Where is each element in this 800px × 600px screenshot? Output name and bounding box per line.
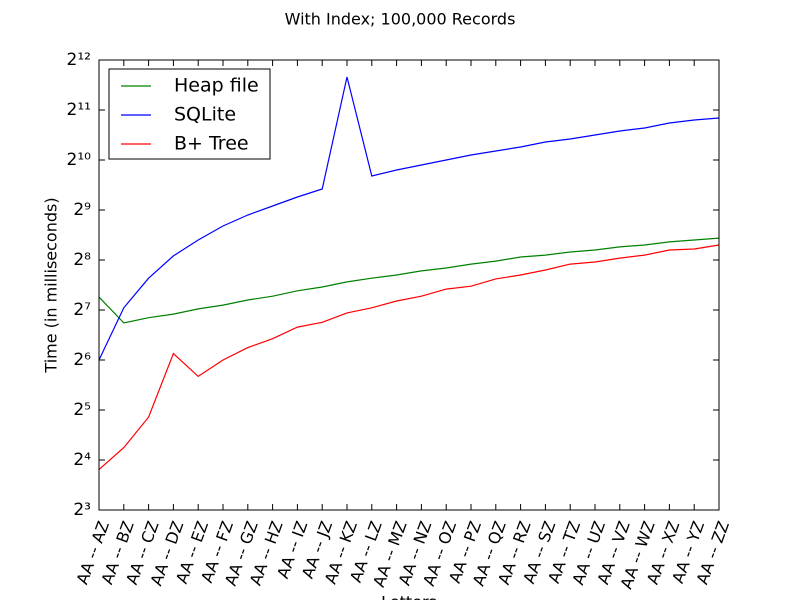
plot-frame bbox=[98, 59, 720, 511]
y-axis-label: Time (in milliseconds) bbox=[42, 197, 61, 373]
legend-label: SQLite bbox=[174, 104, 236, 126]
y-tick-label: 2⁹ bbox=[73, 200, 91, 220]
y-tick-label: 2¹² bbox=[67, 50, 91, 70]
y-tick-label: 2⁷ bbox=[73, 300, 91, 320]
series-line bbox=[98, 244, 720, 471]
series-line bbox=[98, 76, 720, 361]
x-axis-label: Letters bbox=[381, 593, 437, 600]
chart-title: With Index; 100,000 Records bbox=[285, 10, 516, 29]
y-tick-label: 2¹⁰ bbox=[67, 150, 92, 170]
y-tick-label: 2⁴ bbox=[73, 450, 91, 470]
y-tick-label: 2⁵ bbox=[73, 400, 91, 420]
y-tick-label: 2¹¹ bbox=[67, 100, 91, 120]
y-tick-label: 2⁸ bbox=[73, 250, 91, 270]
legend-label: Heap file bbox=[174, 75, 259, 97]
y-tick-label: 2⁶ bbox=[73, 350, 91, 370]
y-tick-label: 2³ bbox=[73, 500, 91, 520]
series-line bbox=[98, 237, 720, 324]
legend-label: B+ Tree bbox=[174, 133, 249, 155]
